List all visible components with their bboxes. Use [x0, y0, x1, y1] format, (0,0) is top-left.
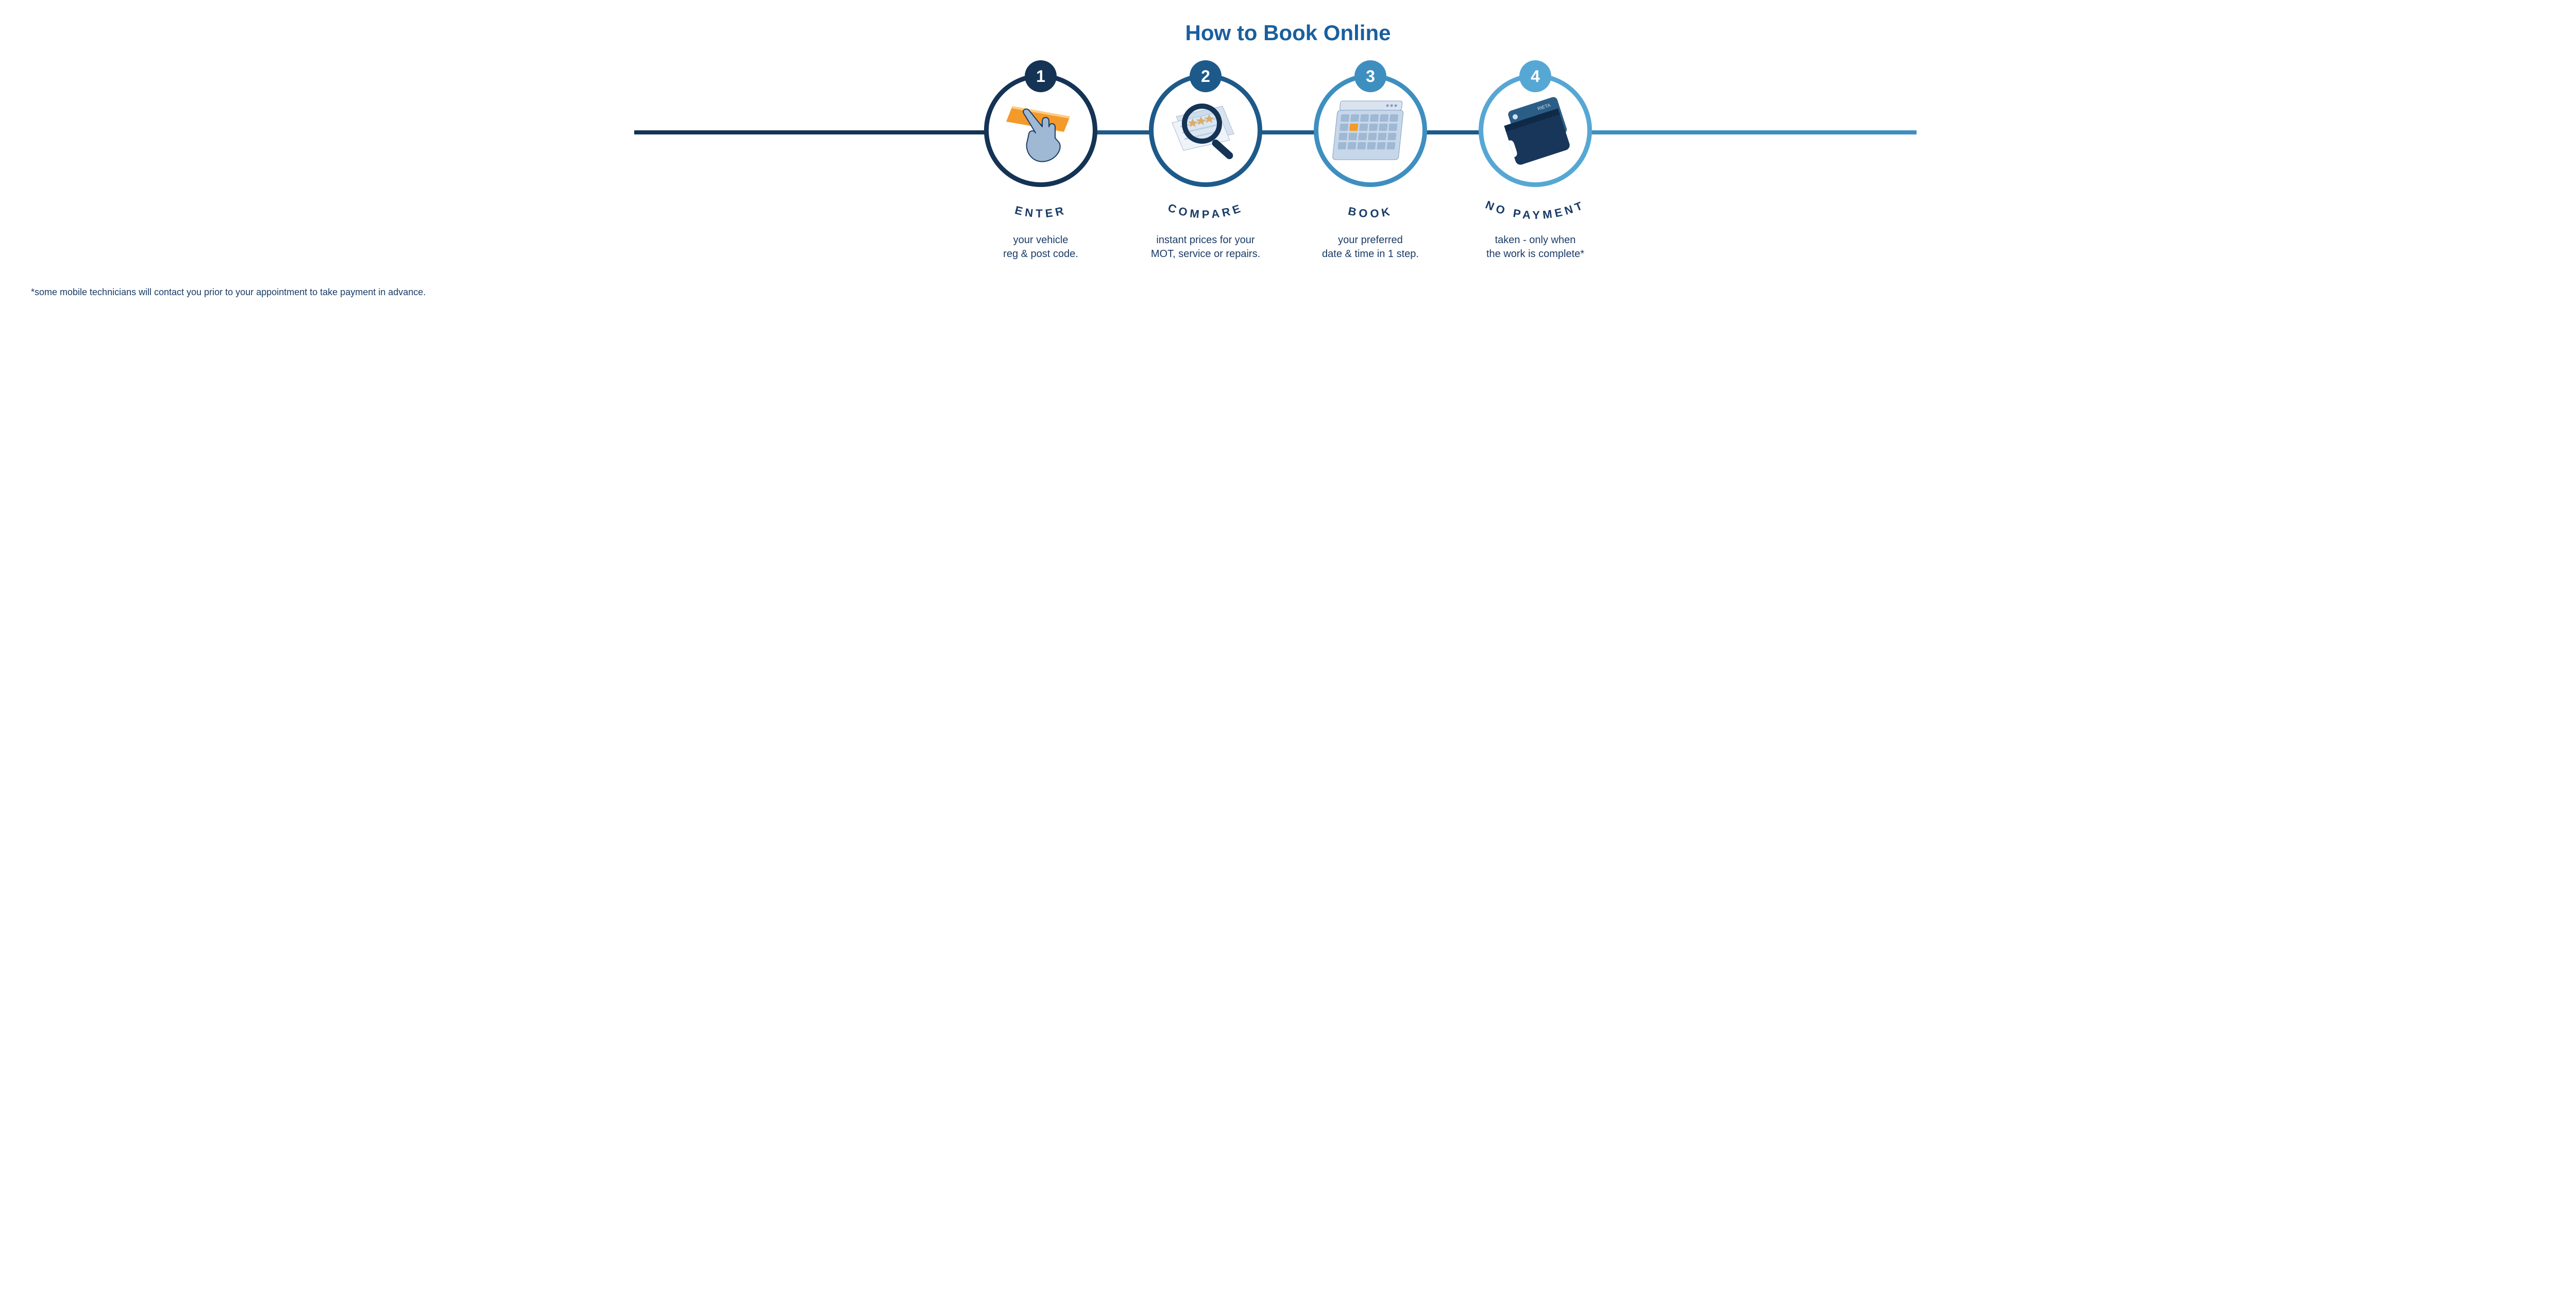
step-2: 2 COMPARE	[1123, 74, 1288, 261]
step-1-label: ENTER	[974, 194, 1108, 230]
hand-pointing-icon	[997, 87, 1084, 174]
step-2-label: COMPARE	[1139, 194, 1273, 230]
step-2-badge: 2	[1190, 60, 1222, 92]
wallet-cards-icon: RIETA	[1492, 87, 1579, 174]
step-1-badge: 1	[1025, 60, 1057, 92]
svg-text:BOOK: BOOK	[1347, 205, 1394, 220]
page-title: How to Book Online	[31, 21, 2545, 45]
magnifier-document-icon	[1162, 87, 1249, 174]
step-4-desc: taken - only when the work is complete*	[1486, 233, 1584, 261]
step-3-badge: 3	[1354, 60, 1386, 92]
step-1: 1 ENTER your vehicle reg & post code.	[958, 74, 1123, 261]
step-1-desc: your vehicle reg & post code.	[1003, 233, 1078, 261]
step-3-label: BOOK	[1303, 194, 1437, 230]
calendar-icon	[1327, 87, 1414, 174]
step-4: 4 RIETA NO PAYMENT	[1453, 74, 1618, 261]
step-4-label: NO PAYMENT	[1468, 194, 1602, 230]
steps-container: 1 ENTER your vehicle reg & post code.	[31, 74, 2545, 261]
svg-text:ENTER: ENTER	[1013, 203, 1067, 220]
step-3: 3	[1288, 74, 1453, 261]
step-3-desc: your preferred date & time in 1 step.	[1322, 233, 1419, 261]
step-4-badge: 4	[1519, 60, 1551, 92]
footnote: *some mobile technicians will contact yo…	[31, 287, 2545, 298]
svg-text:NO PAYMENT: NO PAYMENT	[1484, 198, 1587, 222]
step-2-desc: instant prices for your MOT, service or …	[1151, 233, 1260, 261]
svg-text:COMPARE: COMPARE	[1166, 201, 1245, 220]
